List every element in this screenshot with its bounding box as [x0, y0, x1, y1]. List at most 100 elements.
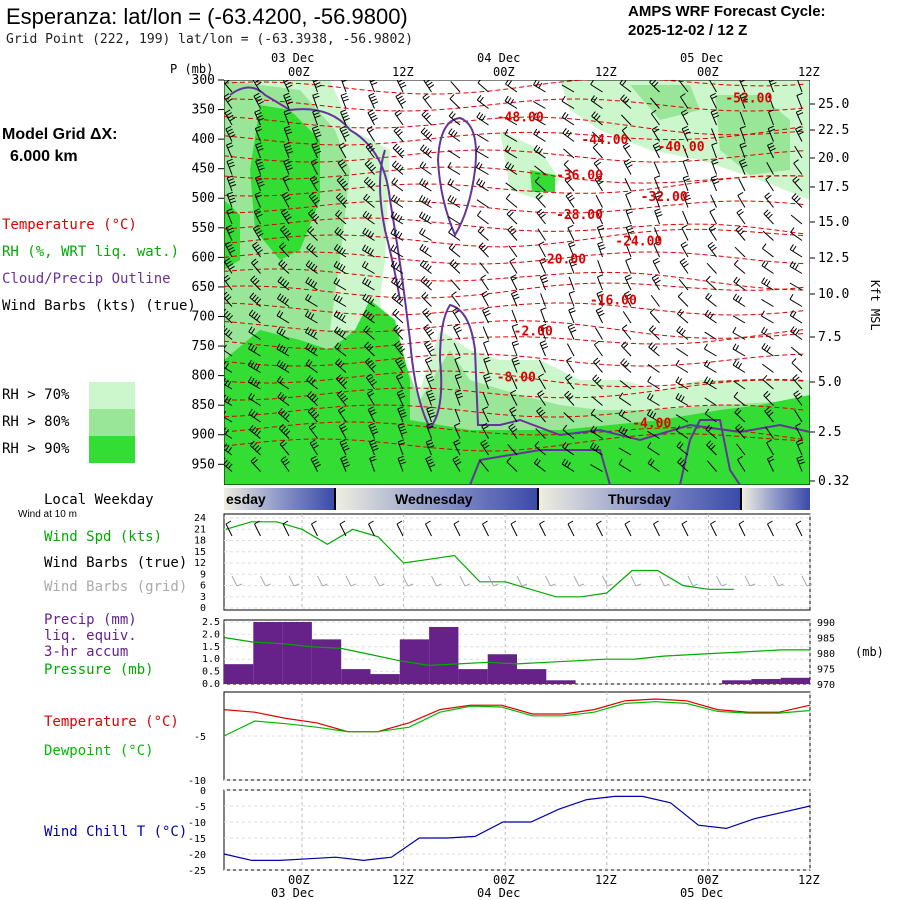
wind-barb [369, 80, 378, 93]
wind-barb [480, 274, 489, 291]
wind-barb [590, 442, 603, 456]
wind-barb [534, 440, 546, 456]
wind-barb [762, 230, 774, 241]
wind-barb [224, 427, 233, 439]
wind-barb [508, 245, 518, 258]
temp-tick-label: -10 [188, 776, 206, 787]
wind-barb [739, 111, 746, 126]
wind-barb [592, 374, 603, 390]
isotherm-label: -48.00 [497, 110, 544, 125]
wind-barb [448, 128, 461, 142]
wind-barb [504, 145, 518, 159]
top-hour-1: 00Z [288, 65, 310, 79]
wind-barb [479, 262, 489, 274]
wind-barb [282, 175, 291, 192]
wind-barb [476, 178, 489, 192]
wind-barb [563, 159, 575, 175]
surface-wind-barb [339, 523, 347, 537]
wind-barb [535, 428, 546, 439]
wind-barb [563, 412, 575, 423]
wind-barb [280, 208, 292, 225]
wind-barb [225, 224, 235, 241]
wind-barb [336, 390, 349, 406]
wind-barb [391, 177, 404, 192]
wind-barb [254, 125, 263, 142]
wind-barb [479, 460, 489, 472]
wind-barb [449, 94, 461, 109]
legend-cloud: Cloud/Precip Outline [2, 271, 171, 287]
wind-speed-tick-label: 9 [200, 569, 206, 580]
wind-barb [596, 290, 604, 307]
isotherm-line [224, 149, 805, 163]
cloud-outline-plume [436, 116, 477, 238]
isotherm-label: -2.00 [514, 324, 553, 339]
wind-barb [796, 455, 805, 472]
wind-barb [337, 406, 347, 423]
wind-barb [704, 376, 717, 390]
wind-barb [789, 244, 803, 258]
wind-speed-tick-label: 0 [200, 603, 206, 614]
rh-legend-label-90: RH > 90% [2, 441, 70, 457]
wind-barb [248, 343, 261, 357]
wind-barb [224, 258, 235, 274]
forecast-cycle: 2025-12-02 / 12 Z [628, 22, 748, 39]
wind-barb [538, 373, 546, 390]
wind-barb [482, 406, 489, 423]
legend-temperature-2: Temperature (°C) [44, 714, 179, 730]
wind-barb [279, 440, 290, 456]
wind-barb [623, 290, 633, 307]
wind-barb [397, 455, 406, 472]
wind-barb [624, 178, 632, 192]
wind-barb [648, 342, 660, 357]
wind-barb [334, 342, 347, 357]
wind-barb [677, 291, 689, 307]
height-tick-label: 15.0 [818, 215, 849, 230]
rh-legend-swatch-80 [89, 409, 135, 436]
wind-barb [476, 133, 489, 142]
wind-barb [510, 274, 518, 291]
wind-barb [711, 158, 719, 175]
bottom-hour-6: 12Z [798, 873, 820, 887]
wind-barb [682, 175, 691, 192]
wind-barb [790, 326, 803, 340]
wind-barb [226, 142, 234, 159]
wind-barb [252, 224, 264, 241]
top-hour-2: 12Z [392, 65, 414, 79]
wind-barb [422, 93, 432, 109]
wind-barb [420, 275, 433, 291]
wind-barb [510, 290, 520, 307]
top-hour-5: 00Z [697, 65, 719, 79]
wind-barb [307, 209, 320, 225]
wind-barb [333, 277, 347, 291]
wind-barb [454, 356, 461, 373]
bottom-date-3: 05 Dec [680, 886, 724, 900]
height-tick-label: 2.5 [818, 425, 841, 440]
wind-barb [396, 389, 406, 406]
surface-wind-barb-grid [716, 575, 722, 587]
wind-barb [394, 357, 406, 373]
wind-barb [454, 389, 464, 406]
wind-barb [249, 292, 262, 307]
wind-barb [647, 458, 660, 472]
grid-point-subtitle: Grid Point (222, 199) lat/lon = (-63.393… [6, 32, 413, 47]
wind-barb [312, 80, 322, 93]
bottom-hour-2: 12Z [392, 873, 414, 887]
wind-barb [537, 228, 546, 241]
surface-wind-barb [254, 523, 261, 537]
wind-barb [504, 117, 518, 126]
wind-barb [420, 127, 433, 142]
rh-90-region-c [224, 300, 810, 485]
wind-barb [768, 109, 775, 126]
pressure-tick-label: 400 [192, 132, 215, 147]
wind-speed-tick-label: 18 [194, 536, 206, 547]
wind-barb [224, 274, 233, 291]
wind-barb [680, 241, 689, 258]
surface-wind-barb [567, 523, 575, 537]
wind-barb [790, 227, 803, 241]
wind-barb [365, 373, 377, 390]
wind-barb [448, 227, 461, 241]
pressure-line [223, 636, 810, 667]
wind-barb [505, 193, 518, 208]
wind-barb [790, 214, 803, 225]
wind-barb [224, 308, 233, 324]
